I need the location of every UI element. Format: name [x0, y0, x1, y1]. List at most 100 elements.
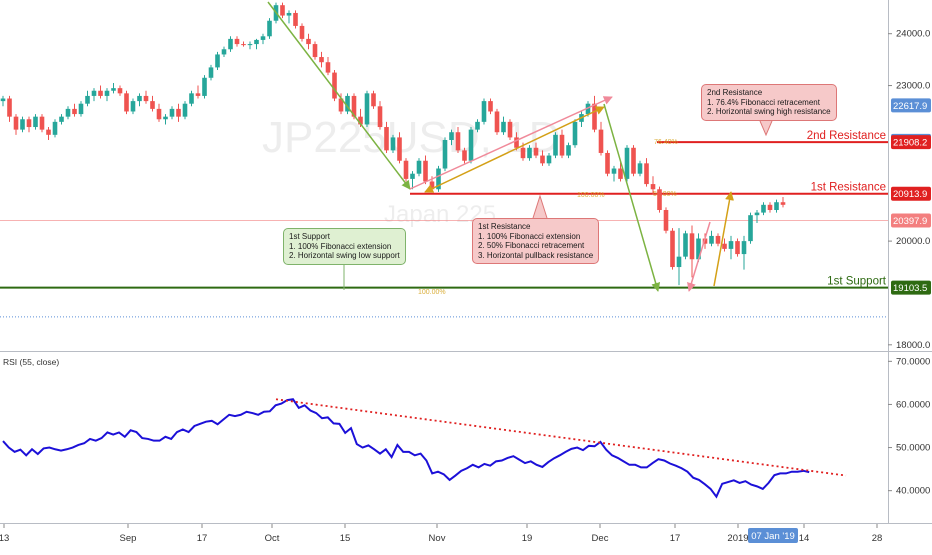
candle-body	[364, 93, 370, 125]
candle	[228, 36, 233, 52]
candle-body	[657, 189, 662, 210]
candle	[683, 230, 688, 260]
candle-body	[260, 36, 266, 40]
candle	[403, 158, 409, 182]
candle-body	[780, 202, 786, 205]
candle-body	[228, 38, 233, 50]
support-callout-title: 1st Support	[289, 232, 330, 241]
candle	[91, 88, 97, 102]
crosshair-date-badge	[748, 528, 798, 543]
candle	[46, 127, 51, 140]
candle	[618, 160, 623, 182]
candle	[676, 228, 682, 286]
candle	[377, 101, 383, 130]
candle	[163, 114, 168, 125]
candle-body	[546, 155, 552, 164]
candle-body	[156, 108, 162, 120]
candle	[481, 98, 487, 125]
candle	[605, 150, 610, 177]
candle	[637, 160, 643, 177]
candle	[592, 95, 597, 133]
candle-body	[637, 163, 643, 174]
candle	[150, 95, 155, 112]
candle-body	[195, 93, 201, 96]
candle	[241, 41, 246, 47]
candle	[286, 10, 292, 24]
rsi-line	[2, 398, 810, 499]
candle	[598, 121, 604, 156]
candle-body	[689, 233, 695, 260]
candle	[85, 90, 90, 107]
candle	[78, 101, 84, 117]
price-label-badge	[891, 213, 931, 228]
candle-body	[774, 202, 779, 210]
candle-body	[33, 116, 38, 128]
downtrend-arrow	[267, 1, 411, 190]
candle-body	[748, 215, 753, 242]
resistance2-callout-pointer	[759, 120, 773, 137]
fib-extension-arrow	[424, 106, 605, 193]
price-label-badge	[891, 135, 931, 150]
candle-body	[605, 152, 610, 174]
candle-body	[475, 121, 480, 130]
candle	[325, 57, 331, 76]
support-projection-arrow	[603, 103, 661, 292]
candle	[631, 145, 636, 177]
price-label-text: 20913.9	[893, 189, 927, 200]
resistance1-callout: 1st Resistance 1. 100% Fibonacci extensi…	[472, 218, 600, 264]
candle	[59, 114, 64, 125]
candle	[397, 132, 402, 164]
price-label-badge	[891, 280, 931, 295]
candle-body	[754, 212, 760, 216]
candle	[189, 90, 194, 107]
candle-body	[267, 20, 272, 37]
price-tick-label: 23000.0	[896, 81, 930, 92]
candle	[488, 98, 493, 115]
candle	[254, 38, 259, 50]
candle-body	[481, 101, 487, 122]
candle-body	[72, 108, 77, 115]
candle-body	[741, 241, 747, 255]
candle	[72, 103, 77, 117]
time-tick-label: Oct	[265, 533, 280, 544]
candle	[234, 36, 240, 47]
candle	[345, 93, 350, 115]
candle	[280, 2, 285, 19]
price-label-text: 19103.5	[893, 283, 927, 294]
candle-body	[390, 137, 396, 151]
candle	[436, 165, 441, 192]
candle-body	[46, 129, 51, 135]
candle-body	[611, 168, 617, 174]
candle	[52, 119, 58, 138]
candle-body	[78, 103, 84, 115]
candle-body	[208, 67, 214, 78]
candle	[410, 171, 415, 190]
candle-body	[111, 88, 116, 91]
candle	[754, 210, 760, 223]
candle-body	[670, 230, 675, 268]
candle-body	[767, 204, 773, 210]
resistance-target-arrow	[713, 191, 734, 287]
candle	[670, 228, 675, 270]
resistance1-callout-pointer	[532, 194, 548, 219]
candle-body	[735, 241, 740, 255]
candle-body	[351, 95, 357, 117]
candle	[696, 233, 701, 262]
candle-body	[761, 204, 766, 213]
rsi-trendline	[275, 398, 847, 477]
candle-body	[241, 44, 246, 46]
candle-body	[540, 155, 545, 164]
resistance2-callout-line-2: 2. Horizontal swing high resistance	[707, 107, 831, 116]
candle	[130, 98, 136, 115]
candle	[442, 137, 448, 172]
time-tick-label: 17	[197, 533, 208, 544]
candle	[553, 132, 558, 159]
candle	[644, 158, 649, 187]
candle	[559, 129, 565, 159]
candle-body	[696, 238, 701, 260]
price-tick-label: 24000.0	[896, 29, 930, 40]
price-label-text: 21908.2	[893, 138, 927, 149]
candle	[202, 75, 207, 99]
